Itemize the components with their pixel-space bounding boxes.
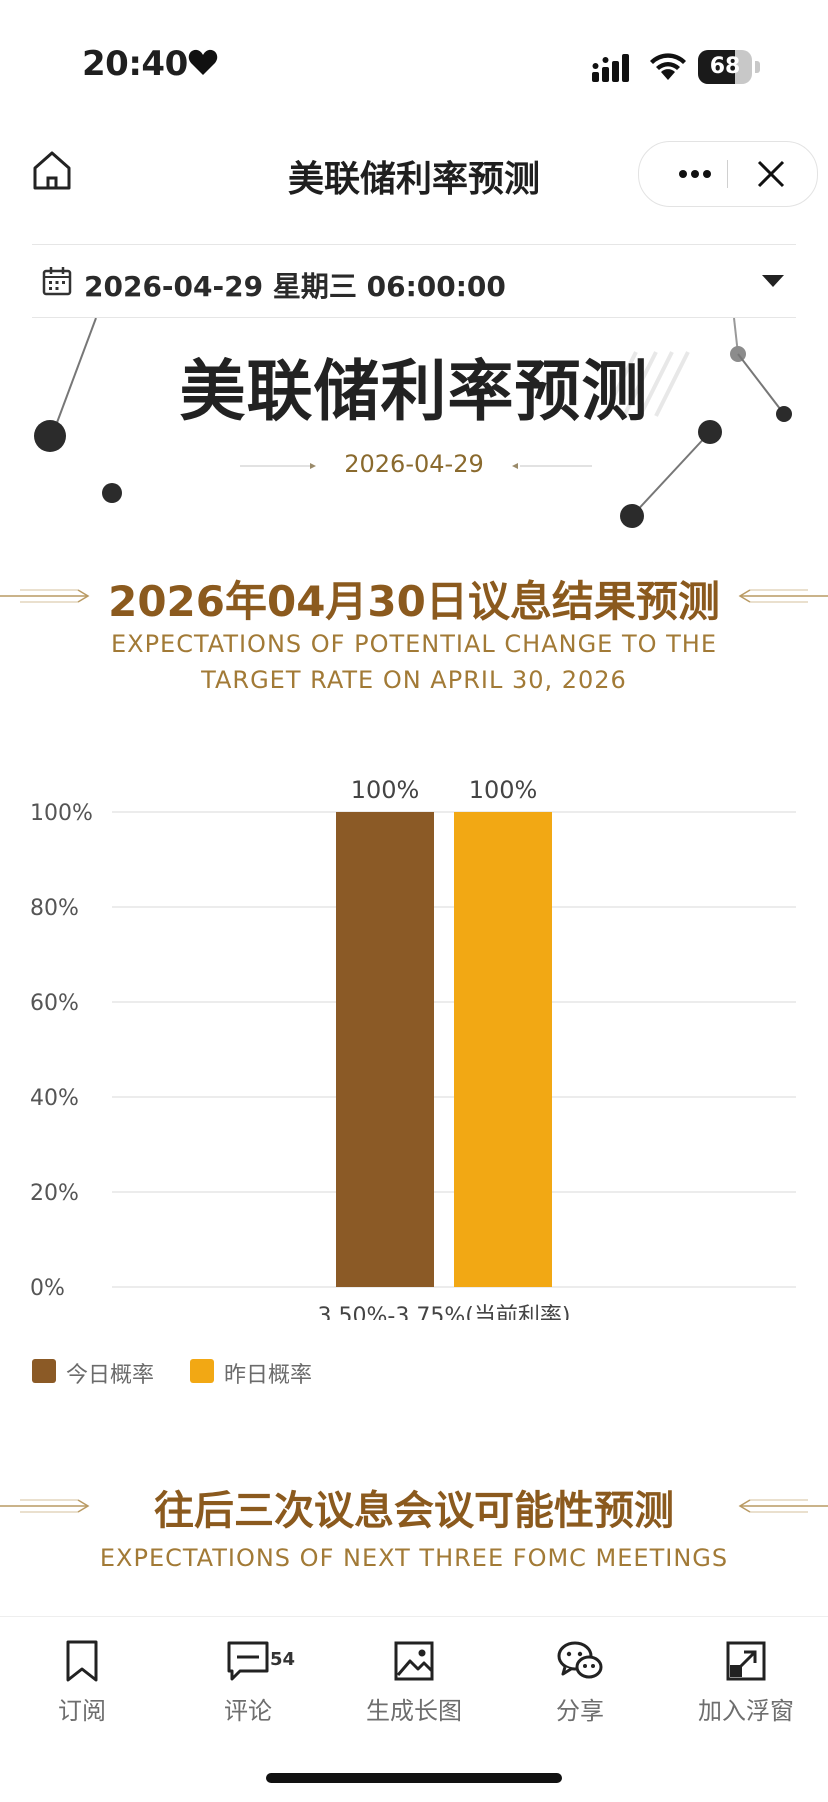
generate-long-image-button[interactable]: 生成长图: [344, 1639, 484, 1749]
section-subtitle-line1: EXPECTATIONS OF POTENTIAL CHANGE TO THE: [110, 630, 718, 658]
legend-label-yesterday: 昨日概率: [224, 1363, 313, 1388]
banner-date: 2026-04-29: [344, 450, 484, 478]
mini-program-capsule: [638, 141, 818, 207]
bottom-toolbar: 订阅 54 评论 生成长图 分享 加: [0, 1616, 828, 1802]
x-category-label: 3.50%-3.75%(当前利率): [318, 1304, 571, 1320]
capsule-divider: [727, 160, 728, 188]
more-icon[interactable]: [673, 156, 717, 192]
bar: [454, 812, 552, 1287]
home-indicator: [266, 1773, 562, 1783]
bar-data-label: 100%: [351, 776, 420, 804]
comment-icon: [227, 1641, 269, 1681]
battery-indicator: 68: [698, 50, 760, 84]
legend-swatch-today: [32, 1359, 56, 1383]
battery-level-text: 68: [709, 54, 741, 79]
date-selector[interactable]: 2026-04-29 星期三 06:00:00: [32, 244, 796, 318]
section-subtitle-next-meetings: EXPECTATIONS OF NEXT THREE FOMC MEETINGS: [99, 1544, 729, 1572]
generate-long-image-label: 生成长图: [366, 1697, 462, 1725]
status-bar: 20:40 68: [0, 0, 828, 110]
section-subtitle-line2: TARGET RATE ON APRIL 30, 2026: [201, 666, 627, 694]
legend-label-today: 今日概率: [66, 1363, 155, 1388]
comment-button[interactable]: 54 评论: [178, 1639, 318, 1749]
cellular-signal-icon: [592, 54, 629, 82]
left-ornament: [0, 589, 90, 603]
y-tick-label: 80%: [30, 896, 79, 921]
float-window-icon: [726, 1641, 766, 1681]
share-label: 分享: [556, 1697, 604, 1725]
add-float-window-button[interactable]: 加入浮窗: [676, 1639, 816, 1749]
bar-chart: 0% 20% 40% 60% 80% 100% 100% 100% 3.50%-3.75%(当前…: [30, 776, 796, 1329]
y-tick-label: 40%: [30, 1086, 79, 1111]
banner-title: 美联储利率预测: [179, 353, 649, 430]
y-tick-label: 60%: [30, 991, 79, 1016]
bookmark-icon: [66, 1640, 98, 1682]
subscribe-label: 订阅: [58, 1697, 106, 1725]
bar-data-label: 100%: [469, 776, 538, 804]
share-button[interactable]: 分享: [510, 1639, 650, 1749]
comment-count-badge: 54: [270, 1649, 296, 1670]
calendar-icon: [42, 267, 72, 296]
y-tick-label: 100%: [30, 801, 93, 826]
legend-swatch-yesterday: [190, 1359, 214, 1383]
right-ornament: [738, 1499, 828, 1513]
image-icon: [394, 1641, 434, 1681]
banner-decoration: [34, 318, 792, 528]
add-float-window-label: 加入浮窗: [698, 1697, 794, 1725]
wifi-icon: [650, 53, 686, 80]
probability-chart: 0% 20% 40% 60% 80% 100% 100% 100% 3.50%-3.75%(当前…: [0, 760, 828, 1329]
y-tick-label: 20%: [30, 1181, 79, 1206]
section-title-next-meetings: 往后三次议息会议可能性预测: [154, 1488, 674, 1534]
page-title: 美联储利率预测: [287, 159, 540, 200]
section-title-result: 2026年04月30日议息结果预测: [108, 577, 720, 626]
chevron-down-icon[interactable]: [762, 275, 784, 287]
subscribe-button[interactable]: 订阅: [12, 1639, 152, 1749]
left-ornament: [0, 1499, 90, 1513]
banner: 美联储利率预测 2026-04-29: [0, 318, 828, 528]
date-value: 2026-04-29 星期三 06:00:00: [84, 270, 506, 303]
status-time: 20:40: [82, 44, 188, 84]
bar: [336, 812, 434, 1287]
y-tick-label: 0%: [30, 1276, 65, 1301]
right-ornament: [738, 589, 828, 603]
wechat-icon: [557, 1641, 603, 1679]
heart-icon: [188, 49, 218, 75]
home-icon[interactable]: [30, 148, 74, 192]
close-icon[interactable]: [755, 158, 787, 190]
comment-label: 评论: [224, 1697, 272, 1725]
